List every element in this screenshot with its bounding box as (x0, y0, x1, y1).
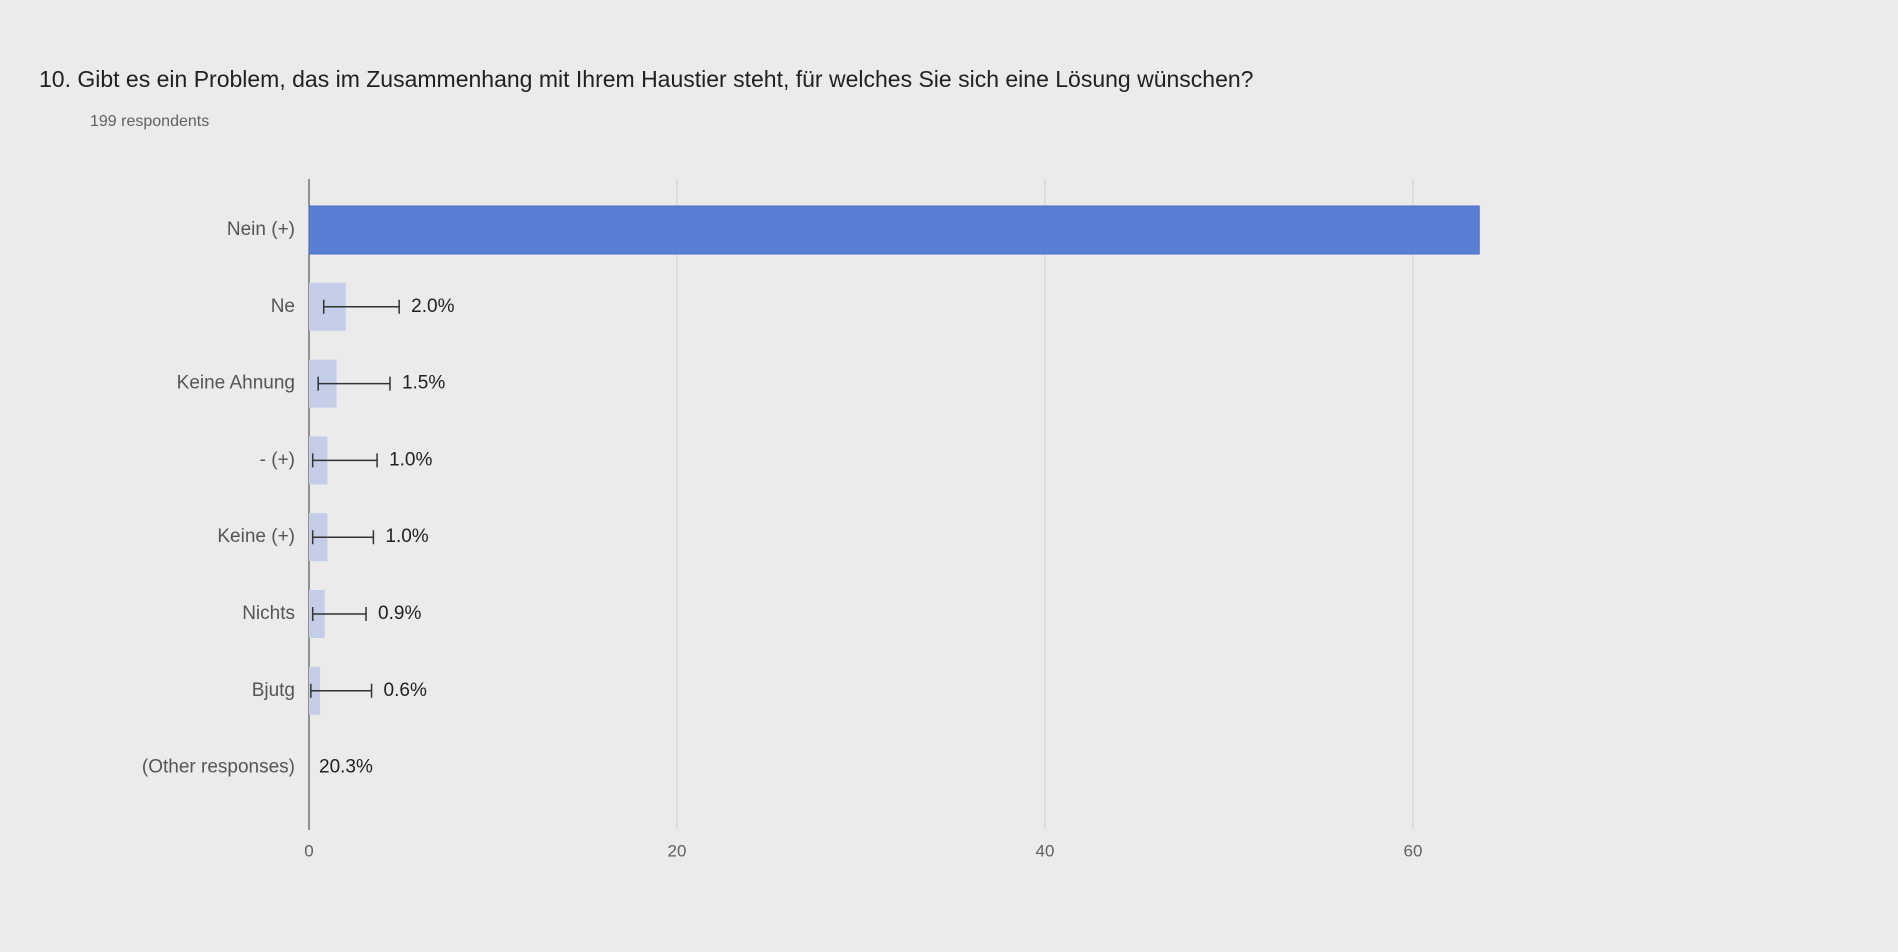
data-label: 0.9% (378, 603, 421, 624)
data-label: 20.3% (319, 757, 373, 778)
y-tick-label: - (+) (260, 449, 295, 470)
chart-subtitle: 199 respondents (90, 113, 209, 130)
data-label: 1.0% (385, 526, 428, 547)
error-bar (310, 683, 373, 698)
error-bar (311, 530, 375, 545)
error-bar (322, 299, 400, 314)
error-bar (311, 453, 378, 468)
y-tick-label: Bjutg (252, 680, 295, 701)
y-tick-label: Keine Ahnung (177, 373, 295, 394)
data-label: 1.5% (402, 373, 445, 394)
y-tick-label: Ne (271, 296, 295, 317)
data-label: 1.0% (389, 449, 432, 470)
bar (308, 205, 1480, 255)
x-tick-label: 20 (668, 841, 687, 860)
error-bar (311, 607, 367, 621)
y-tick-label: Nichts (242, 603, 295, 624)
y-tick-label: Nein (+) (227, 219, 295, 240)
data-label: 2.0% (411, 296, 454, 317)
x-tick-label: 0 (304, 841, 313, 860)
error-bar (317, 376, 391, 391)
y-tick-label: (Other responses) (142, 757, 295, 778)
data-label: 0.6% (384, 680, 427, 701)
y-tick-label: Keine (+) (217, 526, 295, 547)
x-tick-label: 40 (1036, 841, 1055, 860)
chart-title: 10. Gibt es ein Problem, das im Zusammen… (39, 66, 1253, 92)
x-tick-label: 60 (1404, 841, 1423, 860)
